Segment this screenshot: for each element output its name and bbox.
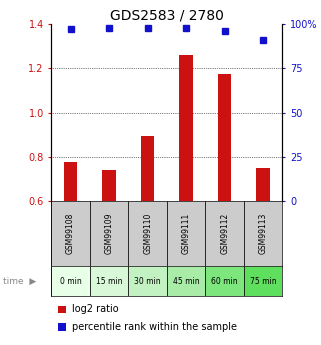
- Bar: [51, 266, 90, 296]
- Text: GSM99109: GSM99109: [105, 213, 114, 254]
- Text: 30 min: 30 min: [134, 277, 161, 286]
- Text: 0 min: 0 min: [60, 277, 82, 286]
- Bar: [58, 306, 66, 313]
- Bar: [102, 170, 116, 201]
- Bar: [218, 74, 231, 201]
- Bar: [51, 201, 90, 266]
- Bar: [205, 266, 244, 296]
- Bar: [90, 201, 128, 266]
- Title: GDS2583 / 2780: GDS2583 / 2780: [110, 9, 224, 23]
- Text: GSM99113: GSM99113: [259, 213, 268, 254]
- Bar: [90, 266, 128, 296]
- Text: 60 min: 60 min: [212, 277, 238, 286]
- Text: percentile rank within the sample: percentile rank within the sample: [72, 322, 237, 332]
- Bar: [141, 136, 154, 201]
- Text: 15 min: 15 min: [96, 277, 122, 286]
- Bar: [205, 201, 244, 266]
- Bar: [128, 266, 167, 296]
- Text: GSM99112: GSM99112: [220, 213, 229, 254]
- Bar: [64, 162, 77, 201]
- Bar: [256, 168, 270, 201]
- Bar: [167, 201, 205, 266]
- Bar: [244, 201, 282, 266]
- Bar: [58, 324, 66, 331]
- Text: time  ▶: time ▶: [3, 277, 37, 286]
- Text: log2 ratio: log2 ratio: [72, 304, 119, 314]
- Bar: [167, 266, 205, 296]
- Text: GSM99108: GSM99108: [66, 213, 75, 254]
- Text: 45 min: 45 min: [173, 277, 199, 286]
- Text: 75 min: 75 min: [250, 277, 276, 286]
- Bar: [244, 266, 282, 296]
- Text: GSM99111: GSM99111: [182, 213, 191, 254]
- Text: GSM99110: GSM99110: [143, 213, 152, 254]
- Bar: [179, 55, 193, 201]
- Bar: [128, 201, 167, 266]
